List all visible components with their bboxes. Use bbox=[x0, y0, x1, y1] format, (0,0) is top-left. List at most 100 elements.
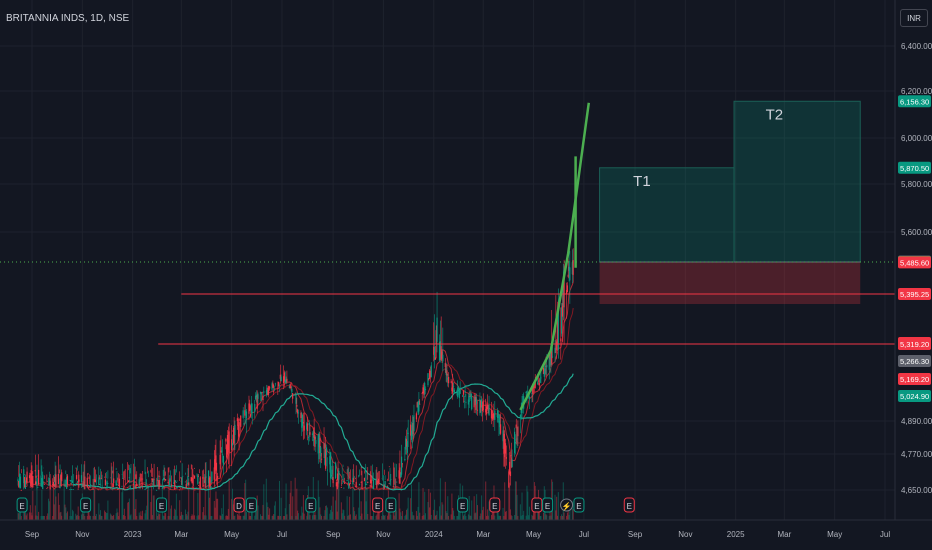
volume-bar bbox=[359, 489, 361, 520]
candle-body bbox=[216, 479, 218, 481]
currency-button[interactable]: INR bbox=[900, 9, 928, 27]
volume-bar bbox=[467, 514, 469, 520]
volume-bar bbox=[132, 481, 134, 520]
price-tag bbox=[898, 338, 931, 350]
candle-body bbox=[533, 386, 535, 388]
volume-bars bbox=[17, 476, 574, 520]
candle-body bbox=[532, 387, 534, 394]
earnings-marker bbox=[385, 497, 397, 513]
candle-body bbox=[412, 423, 414, 435]
volume-bar bbox=[569, 504, 571, 520]
candle-body bbox=[121, 485, 123, 487]
candle-body bbox=[248, 403, 250, 414]
volume-bar bbox=[157, 512, 159, 520]
candle-body bbox=[296, 404, 298, 407]
candle-body bbox=[243, 422, 245, 425]
candle-body bbox=[107, 482, 109, 484]
candle-body bbox=[290, 387, 292, 389]
candle-body bbox=[491, 416, 493, 420]
volume-bar bbox=[262, 504, 264, 520]
volume-bar bbox=[261, 515, 263, 520]
volume-bar bbox=[300, 515, 302, 520]
candle-body bbox=[65, 479, 67, 487]
volume-bar bbox=[18, 513, 20, 520]
volume-bar bbox=[519, 504, 521, 520]
candle-body bbox=[197, 475, 199, 484]
volume-bar bbox=[371, 515, 373, 520]
x-tick-label: Jul bbox=[579, 530, 589, 539]
volume-bar bbox=[128, 502, 130, 520]
candle-body bbox=[365, 484, 367, 485]
candle-body bbox=[231, 443, 234, 446]
volume-bar bbox=[450, 514, 452, 520]
volume-bar bbox=[20, 515, 22, 520]
volume-bar bbox=[88, 511, 90, 520]
volume-bar bbox=[31, 515, 33, 520]
volume-bar bbox=[215, 491, 217, 520]
candle-body bbox=[244, 410, 246, 416]
volume-bar bbox=[146, 505, 148, 520]
target-profit-zone bbox=[733, 100, 861, 263]
volume-bar bbox=[174, 508, 176, 520]
volume-bar bbox=[560, 515, 562, 520]
volume-bar bbox=[366, 489, 368, 520]
candle-body bbox=[250, 414, 252, 417]
candle-body bbox=[213, 467, 215, 480]
candle-body bbox=[517, 426, 519, 437]
volume-bar bbox=[302, 495, 304, 520]
candle-body bbox=[376, 480, 378, 489]
volume-bar bbox=[167, 515, 169, 520]
volume-bar bbox=[360, 501, 362, 520]
candle-body bbox=[228, 431, 230, 453]
candle-body bbox=[99, 483, 102, 485]
volume-bar bbox=[162, 515, 164, 520]
volume-bar bbox=[521, 492, 523, 520]
volume-bar bbox=[361, 513, 363, 520]
candle-body bbox=[185, 483, 187, 488]
volume-bar bbox=[272, 515, 274, 520]
volume-bar bbox=[568, 514, 570, 520]
candle-body bbox=[144, 489, 146, 491]
volume-bar bbox=[84, 515, 86, 520]
candle-body bbox=[430, 365, 432, 378]
volume-bar bbox=[104, 511, 106, 520]
x-tick-label: Sep bbox=[326, 530, 341, 539]
volume-bar bbox=[485, 481, 487, 520]
candle-body bbox=[242, 410, 244, 418]
candle-body bbox=[543, 371, 545, 377]
volume-bar bbox=[269, 508, 271, 520]
time-axis-panel bbox=[0, 520, 932, 550]
candle-body bbox=[383, 484, 385, 489]
volume-bar bbox=[52, 515, 54, 520]
volume-bar bbox=[113, 514, 115, 520]
price-tag bbox=[898, 373, 931, 385]
candle-body bbox=[476, 409, 479, 411]
volume-bar bbox=[37, 515, 39, 520]
candle-body bbox=[118, 485, 120, 487]
candle-body bbox=[336, 481, 338, 490]
volume-bar bbox=[117, 512, 119, 520]
candle-body bbox=[352, 477, 354, 485]
candle-body bbox=[69, 489, 71, 490]
candle-body bbox=[464, 390, 466, 393]
candle-body bbox=[458, 390, 460, 399]
volume-bar bbox=[80, 514, 82, 520]
volume-bar bbox=[283, 515, 285, 520]
candle-body bbox=[440, 346, 442, 361]
volume-bar bbox=[170, 505, 172, 520]
volume-bar bbox=[98, 503, 100, 520]
candle-body bbox=[77, 488, 79, 490]
candle-body bbox=[544, 368, 546, 374]
candle-body bbox=[556, 341, 558, 351]
volume-bar bbox=[238, 507, 240, 520]
candle-body bbox=[410, 430, 413, 440]
candle-body bbox=[115, 480, 117, 486]
candle-body bbox=[199, 477, 201, 490]
candle-body bbox=[428, 379, 430, 381]
volume-bar bbox=[66, 511, 68, 520]
volume-bar bbox=[383, 515, 385, 520]
volume-bar bbox=[516, 494, 518, 520]
volume-bar bbox=[481, 510, 483, 520]
candle-body bbox=[89, 486, 91, 488]
